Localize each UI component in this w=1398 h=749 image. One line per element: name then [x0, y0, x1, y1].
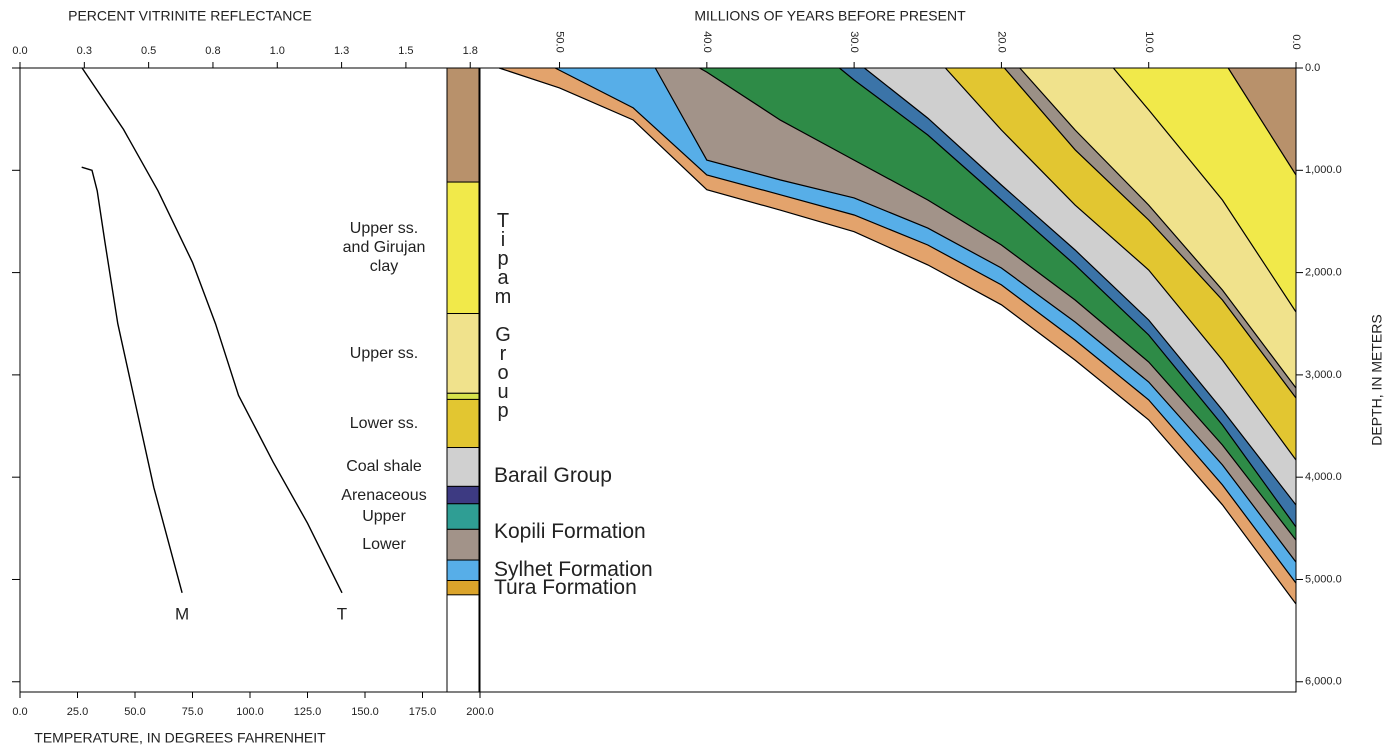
group-label: Barail Group [494, 463, 612, 487]
reflectance-axis-title: PERCENT VITRINITE REFLECTANCE [68, 8, 312, 24]
group-label: Tipam Group [492, 210, 514, 420]
horizon [1019, 67, 1297, 389]
curve-label: M [175, 604, 189, 623]
curve [81, 166, 183, 593]
time-axis-title: MILLIONS OF YEARS BEFORE PRESENT [694, 8, 966, 24]
x2-tick-label: 125.0 [294, 706, 322, 718]
unit [446, 392, 480, 400]
unit-label: Arenaceous [341, 486, 427, 504]
x-tick-label: 1.3 [334, 45, 349, 57]
y-tick-label: 2,000.0 [1305, 266, 1342, 278]
x-tick-label: 20.0 [996, 31, 1008, 52]
y-tick-label: 3,000.0 [1305, 369, 1342, 381]
x2-tick-label: 25.0 [67, 706, 88, 718]
group-label: Kopili Formation [494, 519, 646, 543]
depth-axis-title: DEPTH, IN METERS [1369, 314, 1385, 445]
unit-label: Upper [362, 508, 406, 526]
x2-tick-label: 75.0 [182, 706, 203, 718]
x-tick-label: 50.0 [554, 31, 566, 52]
group-label: Tura Formation [494, 575, 637, 599]
unit [446, 398, 480, 449]
temperature-axis-title: TEMPERATURE, IN DEGREES FAHRENHEIT [34, 730, 326, 746]
x-tick-label: 0.0 [1290, 34, 1302, 49]
unit [446, 67, 480, 183]
unit-label: Lower ss. [349, 414, 419, 432]
horizon [654, 67, 1297, 563]
x-tick-label: 40.0 [701, 31, 713, 52]
layer-fill [1113, 68, 1296, 312]
horizon [864, 67, 1297, 506]
x2-tick-label: 150.0 [351, 706, 379, 718]
unit [446, 181, 480, 315]
horizon [839, 67, 1297, 528]
layer-fill [655, 68, 1296, 563]
y-tick-label: 0.0 [1305, 62, 1320, 74]
horizon [1227, 67, 1297, 176]
x2-tick-label: 175.0 [409, 706, 437, 718]
x2-tick-label: 200.0 [466, 706, 494, 718]
unit [446, 503, 480, 530]
unit-label: Coal shale [346, 458, 422, 476]
x-tick-label: 10.0 [1143, 31, 1155, 52]
y-tick-label: 5,000.0 [1305, 573, 1342, 585]
x-tick-label: 1.8 [463, 45, 478, 57]
x-tick-label: 1.0 [270, 45, 285, 57]
horizon [944, 67, 1297, 461]
group-label: Sylhet Formation [494, 558, 653, 582]
x-tick-label: 0.8 [205, 45, 220, 57]
horizon [1003, 67, 1297, 399]
unit [446, 579, 480, 596]
layer-fill [1004, 68, 1296, 398]
curve [81, 67, 343, 594]
unit-label: Upper ss. and Girujan clay [342, 220, 426, 276]
y-tick-label: 1,000.0 [1305, 164, 1342, 176]
horizon [1112, 67, 1297, 313]
unit [446, 447, 480, 487]
plot-frame [480, 67, 1297, 693]
unit-label: Lower [362, 536, 406, 554]
horizon [498, 67, 1297, 605]
x-tick-label: 30.0 [848, 31, 860, 52]
x-tick-label: 1.5 [398, 45, 413, 57]
unit [446, 313, 480, 394]
curve-label: T [337, 604, 347, 623]
x2-tick-label: 100.0 [236, 706, 264, 718]
unit [446, 559, 480, 581]
y-tick-label: 6,000.0 [1305, 676, 1342, 688]
unit [446, 528, 480, 561]
unit-label: Upper ss. [349, 344, 419, 362]
x2-tick-label: 0.0 [12, 706, 27, 718]
y-tick-label: 4,000.0 [1305, 471, 1342, 483]
unit [446, 485, 480, 505]
x2-tick-label: 50.0 [124, 706, 145, 718]
plot-frame [19, 67, 481, 693]
x-tick-label: 0.3 [77, 45, 92, 57]
x-tick-label: 0.5 [141, 45, 156, 57]
horizon [554, 67, 1297, 584]
x-tick-label: 0.0 [12, 45, 27, 57]
horizon [699, 67, 1297, 541]
